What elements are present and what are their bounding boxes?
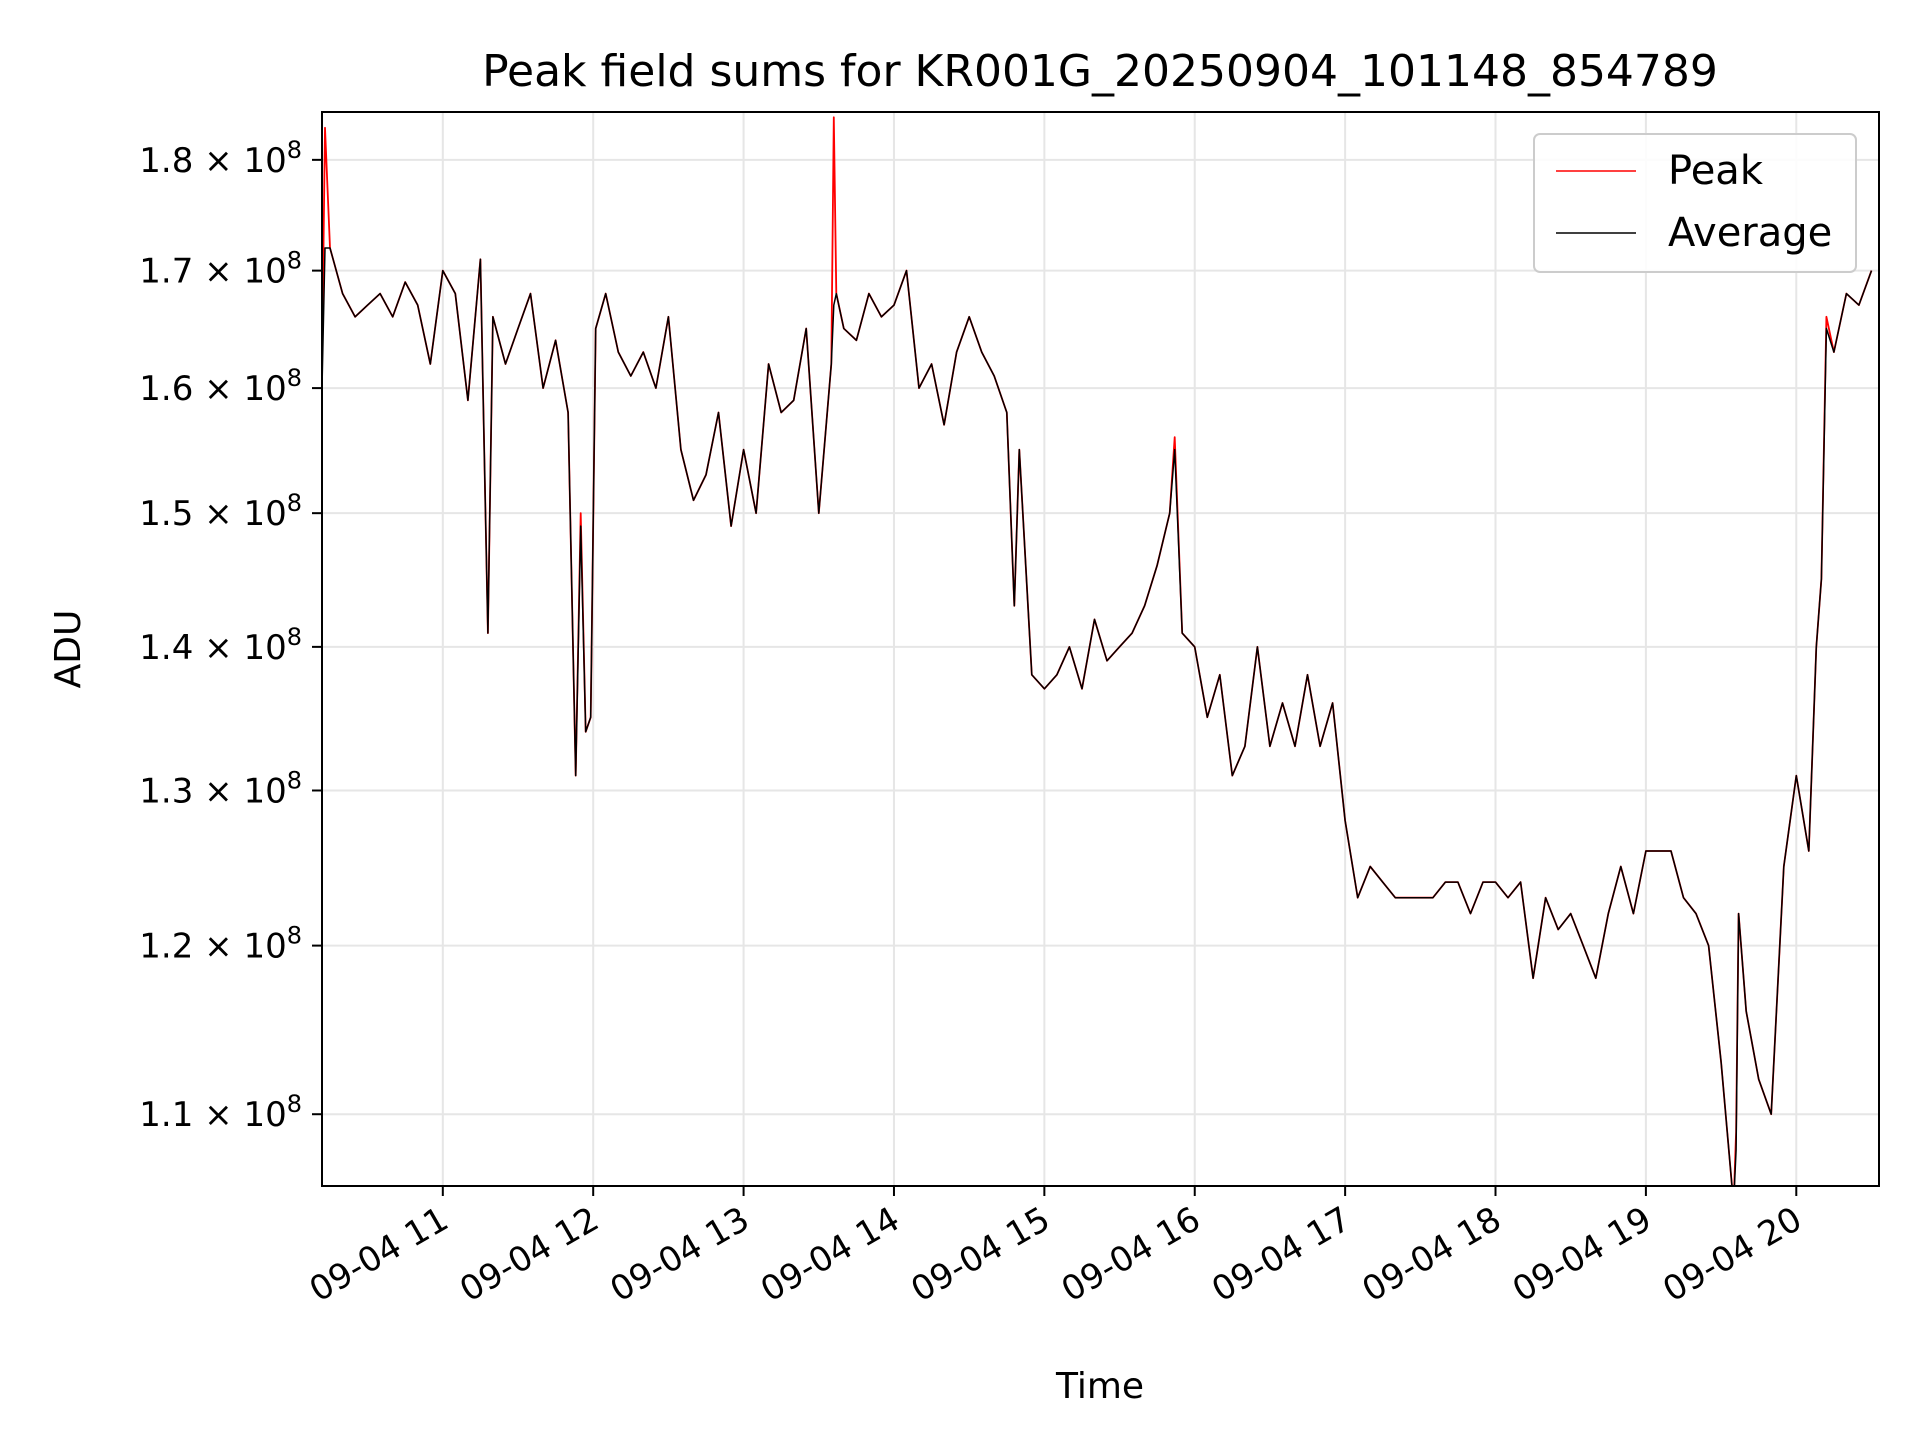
y-tick-mantissa: 1.4 × 10 — [139, 628, 286, 668]
legend-peak-label: Peak — [1668, 148, 1764, 194]
y-tick-mantissa: 1.7 × 10 — [139, 252, 286, 292]
y-tick-exponent: 8 — [287, 136, 302, 164]
y-tick-label: 1.6 × 108 — [139, 364, 302, 409]
y-tick-label: 1.8 × 108 — [139, 136, 302, 181]
y-tick-mantissa: 1.2 × 10 — [139, 927, 286, 967]
y-tick-exponent: 8 — [287, 623, 302, 651]
y-tick-exponent: 8 — [287, 1090, 302, 1118]
legend-box — [1533, 133, 1857, 273]
y-tick-label: 1.2 × 108 — [139, 922, 302, 967]
grid — [322, 112, 1879, 1186]
legend: Peak Average — [1533, 133, 1857, 273]
plot-frame — [321, 111, 1880, 1187]
y-tick-label: 1.4 × 108 — [139, 623, 302, 668]
y-tick-mantissa: 1.8 × 10 — [139, 141, 286, 181]
y-tick-mantissa: 1.1 × 10 — [139, 1095, 286, 1135]
chart-title: Peak field sums for KR001G_20250904_1011… — [482, 46, 1718, 97]
y-tick-exponent: 8 — [287, 922, 302, 950]
y-tick-mantissa: 1.3 × 10 — [139, 771, 286, 811]
y-tick-exponent: 8 — [287, 489, 302, 517]
x-axis-label: Time — [1055, 1366, 1144, 1407]
y-tick-label: 1.5 × 108 — [139, 489, 302, 534]
y-tick-exponent: 8 — [287, 247, 302, 275]
y-tick-label: 1.3 × 108 — [139, 766, 302, 811]
y-tick-mantissa: 1.6 × 10 — [139, 369, 286, 409]
y-tick-label: 1.7 × 108 — [139, 247, 302, 292]
y-tick-exponent: 8 — [287, 364, 302, 392]
y-tick-exponent: 8 — [287, 766, 302, 794]
series-layer — [322, 116, 1873, 1186]
y-tick-mantissa: 1.5 × 10 — [139, 494, 286, 534]
y-axis-label: ADU — [48, 610, 89, 689]
series-line-average — [322, 247, 1873, 1186]
legend-average-label: Average — [1668, 210, 1832, 256]
y-tick-label: 1.1 × 108 — [139, 1090, 302, 1135]
